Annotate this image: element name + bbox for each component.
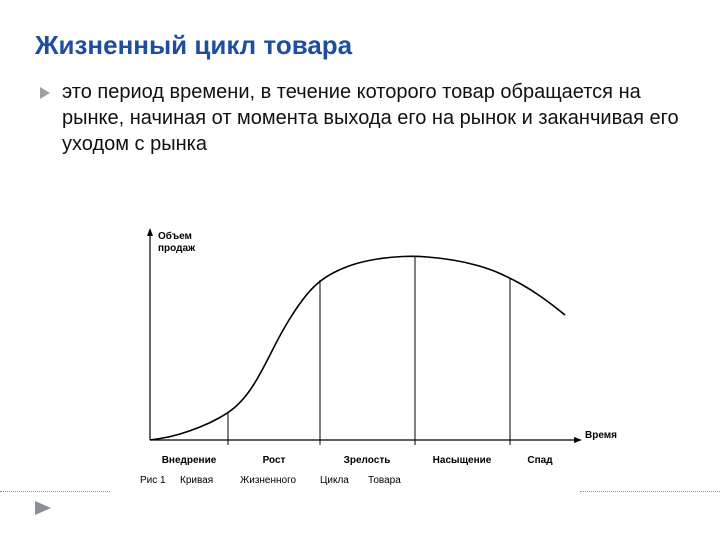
stage-label: Внедрение <box>162 455 217 466</box>
stage-label: Насыщение <box>433 455 492 466</box>
decor-dashed-left <box>0 491 110 492</box>
bullet-item: это период времени, в течение которого т… <box>0 71 720 157</box>
bullet-text: это период времени, в течение которого т… <box>62 79 680 157</box>
lifecycle-chart: Объем продаж Время Внедрение Рост Зрелость… <box>110 225 650 505</box>
caption-word: Товара <box>368 475 401 486</box>
triangle-bullet-icon <box>40 87 52 99</box>
stage-label: Спад <box>527 455 552 466</box>
stage-label: Зрелость <box>344 455 391 466</box>
decor-dashed-right <box>580 491 720 492</box>
chart-svg <box>110 225 650 485</box>
y-axis-label: Объем продаж <box>158 231 195 255</box>
caption-word: Цикла <box>320 475 349 486</box>
caption-word: Жизненного <box>240 475 296 486</box>
stage-label: Рост <box>263 455 286 466</box>
corner-triangle-icon <box>35 501 53 515</box>
caption-word: Кривая <box>180 475 213 486</box>
caption-word: Рис 1 <box>140 475 166 486</box>
x-axis-label: Время <box>585 430 617 441</box>
page-title: Жизненный цикл товара <box>0 0 720 71</box>
